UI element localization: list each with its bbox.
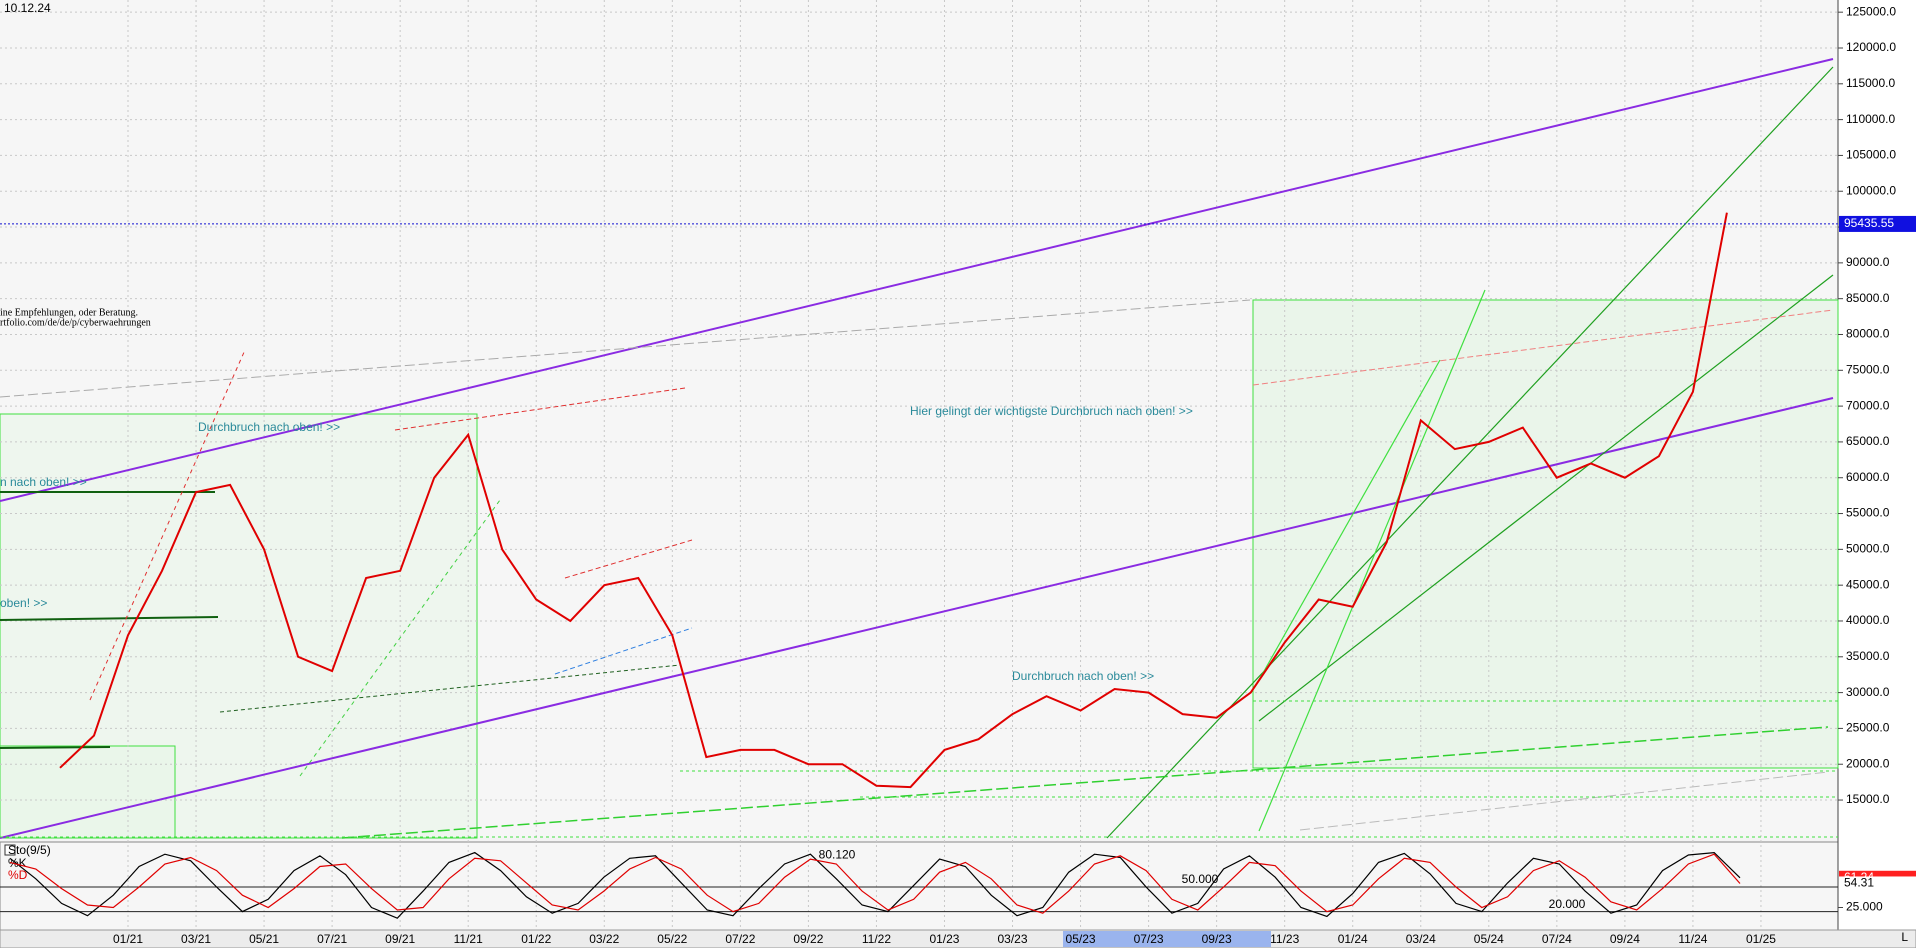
date-label: 10.12.24 [4, 1, 51, 15]
corner-label: L [1901, 930, 1908, 944]
annotation: oben! >> [0, 596, 47, 610]
y-tick-label: 110000.0 [1846, 112, 1895, 126]
x-tick-label: 03/23 [998, 932, 1028, 946]
trendline [0, 299, 1251, 398]
annotation: Hier gelingt der wichtigste Durchbruch n… [910, 404, 1193, 418]
current-price-box [1839, 215, 1916, 232]
stoch-pane [0, 841, 1839, 931]
y-tick-label: 30000.0 [1846, 685, 1890, 699]
current-price-label: 95435.55 [1844, 216, 1894, 230]
x-tick-label: 01/25 [1746, 932, 1776, 946]
level-label: 20.000 [1549, 897, 1586, 911]
x-tick-label: 01/24 [1338, 932, 1368, 946]
y-tick-label: 35000.0 [1846, 649, 1890, 663]
x-tick-label: 07/24 [1542, 932, 1572, 946]
trendline [219, 664, 681, 713]
y-tick-label: 115000.0 [1846, 76, 1895, 90]
y-tick-label: 85000.0 [1846, 291, 1890, 305]
indicator-title: Sto(9/5) [8, 843, 51, 857]
trendline [564, 539, 693, 579]
trendline [1258, 274, 1834, 722]
indicator-icon [4, 844, 16, 856]
level-label: 50.000 [1182, 872, 1219, 886]
x-tick-label: 07/23 [1134, 932, 1164, 946]
x-tick-label: 09/24 [1610, 932, 1640, 946]
trendline [0, 397, 1834, 839]
y-tick-label: 25000.0 [1846, 721, 1890, 735]
y-tick-label: 45000.0 [1846, 577, 1890, 591]
x-tick-label: 01/22 [521, 932, 551, 946]
x-tick-label: 03/24 [1406, 932, 1436, 946]
y-tick-label: 50000.0 [1846, 542, 1890, 556]
y-tick-label: 40000.0 [1846, 613, 1890, 627]
annotation: Durchbruch nach oben! >> [1012, 669, 1154, 683]
zone [0, 745, 176, 839]
zone [1252, 299, 1839, 769]
y-tick-label: 60000.0 [1846, 470, 1890, 484]
legend-label: %D [8, 868, 28, 882]
x-tick-label: 05/23 [1066, 932, 1096, 946]
grid [0, 0, 1838, 930]
y-tick-label: 120000.0 [1846, 40, 1896, 54]
x-tick-label: 01/23 [929, 932, 959, 946]
x-tick-label: 03/22 [589, 932, 619, 946]
y-tick-label: 70000.0 [1846, 398, 1890, 412]
y-tick-label: 20000.0 [1846, 756, 1890, 770]
trendline [1299, 771, 1829, 831]
y-tick-label: 75000.0 [1846, 362, 1890, 376]
y-tick-label: 80000.0 [1846, 327, 1890, 341]
trendline [0, 58, 1834, 502]
last-value-label: 54.31 [1844, 876, 1874, 890]
level-line [0, 746, 111, 749]
x-tick-label: 09/23 [1202, 932, 1232, 946]
x-tick-label: 09/22 [793, 932, 823, 946]
stoch-line [9, 853, 1741, 914]
trendline [394, 387, 686, 431]
trendline [341, 726, 1829, 839]
x-axis-strip [0, 929, 1916, 948]
stoch-line [9, 851, 1741, 919]
y-tick-label: 100000.0 [1846, 183, 1896, 197]
y-tick-label: 55000.0 [1846, 506, 1890, 520]
legend-label: %K [8, 856, 27, 870]
trendline [554, 627, 693, 675]
x-tick-label: 05/22 [657, 932, 687, 946]
x-tick-label: 05/21 [249, 932, 279, 946]
level-label: 80.120 [819, 847, 856, 861]
annotation: Durchbruch nach oben! >> [198, 420, 340, 434]
y-tick-label: 90000.0 [1846, 255, 1890, 269]
annotation: ine Empfehlungen, oder Beratung. [0, 307, 138, 318]
annotation: rtfolio.com/de/de/p/cyberwaehrungen [0, 317, 151, 328]
trendline [1258, 289, 1486, 832]
x-tick-label: 07/22 [725, 932, 755, 946]
y-tick-label: 15000.0 [1846, 792, 1890, 806]
trendline [299, 499, 501, 777]
x-tick-label: 07/21 [317, 932, 347, 946]
annotation: n nach oben! >> [0, 475, 87, 489]
x-tick-label: 11/21 [454, 932, 483, 946]
x-tick-label: 11/24 [1678, 932, 1707, 946]
trendline [1252, 309, 1834, 386]
x-tick-label: 03/21 [181, 932, 211, 946]
trendlines [0, 58, 1838, 839]
price-line [59, 212, 1728, 789]
y-tick-label: 105000.0 [1846, 148, 1896, 162]
x-tick-label: 11/22 [862, 932, 891, 946]
trendline [1258, 359, 1441, 681]
y-tick-label: 25.000 [1846, 900, 1883, 914]
x-tick-label: 01/21 [113, 932, 143, 946]
x-tick-label: 11/23 [1270, 932, 1299, 946]
x-axis-highlight [1063, 931, 1271, 947]
y-tick-label: 125000.0 [1846, 4, 1896, 18]
x-tick-label: 09/21 [385, 932, 415, 946]
x-tick-label: 05/24 [1474, 932, 1504, 946]
last-value-box [1839, 876, 1916, 891]
y-tick-label: 65000.0 [1846, 434, 1890, 448]
right-axis [1838, 0, 1916, 930]
level-line [0, 616, 219, 621]
